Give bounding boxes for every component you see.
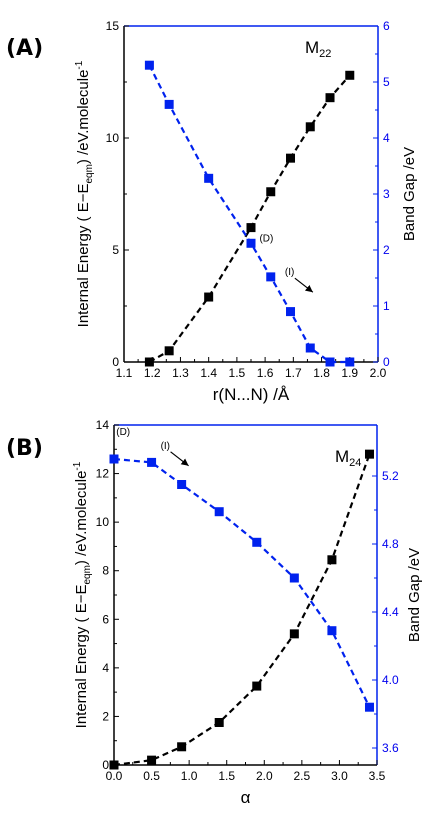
data-point-energy	[214, 718, 224, 727]
y-left-axis-label: Internal Energy ( E−Eeqm) /eV.molecule-1	[74, 60, 95, 327]
x-tick-label: 1.1	[116, 366, 133, 380]
data-point-energy	[246, 223, 256, 233]
x-tick-label: 1.5	[229, 366, 246, 380]
y-right-tick-label: 5.2	[382, 469, 399, 483]
chart-panel-a: (A)1.1 1.2 1.3 1.4 1.5 1.6 1.7 1.8 1.9 2.00510150…	[6, 19, 418, 404]
y-right-tick-label: 6	[383, 19, 390, 33]
data-point-energy	[286, 153, 296, 163]
y-right-tick-label: 0	[383, 355, 390, 369]
y-right-tick-label: 3.6	[382, 741, 399, 755]
x-tick-label: 0.0	[106, 769, 123, 783]
x-tick-label: 1.8	[313, 366, 330, 380]
y-right-tick-label: 2	[383, 243, 390, 257]
panel-label: (B)	[6, 436, 43, 461]
series-line-energy	[148, 74, 351, 363]
data-point-energy	[305, 122, 315, 132]
y-left-axis-label: Internal Energy ( E−Eeqm) /eV.molecule-1	[72, 461, 93, 728]
annotation: (I)	[161, 441, 170, 452]
data-point-energy	[177, 742, 187, 752]
data-point-band-gap	[345, 357, 355, 367]
annotation: (I)	[285, 267, 294, 278]
x-tick-label: 2.5	[294, 769, 311, 783]
data-point-band-gap	[325, 357, 335, 367]
y-left-tick-label: 5	[112, 243, 119, 257]
series-line-band-gap	[113, 457, 371, 708]
y-right-axis-label: Band Gap /eV	[406, 548, 422, 642]
y-right-axis-label: Band Gap /eV	[401, 147, 418, 241]
y-right-tick-label: 4.0	[382, 673, 399, 687]
data-point-energy	[364, 449, 374, 459]
y-left-tick-label: 0	[112, 355, 119, 369]
x-tick-label: 1.3	[172, 366, 189, 380]
x-tick-label: 2.0	[370, 366, 387, 380]
data-point-energy	[109, 760, 119, 770]
data-point-band-gap	[177, 480, 187, 489]
series-line-energy	[113, 453, 371, 767]
data-point-energy	[325, 93, 335, 103]
data-point-band-gap	[214, 507, 224, 517]
y-left-tick-label: 10	[96, 515, 110, 529]
data-point-energy	[252, 681, 262, 691]
y-left-tick-label: 14	[96, 418, 110, 432]
y-left-tick-label: 2	[102, 709, 109, 723]
data-point-energy	[266, 187, 276, 197]
data-point-energy	[327, 555, 337, 565]
data-point-energy	[345, 70, 355, 80]
data-point-energy	[144, 357, 154, 367]
x-tick-label: 1.7	[285, 366, 302, 380]
model-label: M22	[305, 38, 331, 60]
x-axis-label: α	[241, 788, 251, 807]
model-label: M24	[335, 447, 361, 469]
y-right-tick-label: 3	[383, 187, 390, 201]
data-point-band-gap	[289, 573, 299, 583]
data-point-energy	[164, 346, 174, 356]
annotation: (D)	[116, 427, 130, 438]
x-tick-label: 0.5	[143, 769, 160, 783]
data-point-band-gap	[144, 60, 154, 70]
data-point-band-gap	[305, 343, 315, 353]
data-point-band-gap	[252, 537, 262, 547]
data-point-band-gap	[364, 702, 374, 712]
x-tick-label: 1.0	[181, 769, 198, 783]
y-left-tick-label: 8	[102, 564, 109, 578]
y-left-tick-label: 12	[96, 467, 110, 481]
x-tick-label: 1.4	[200, 366, 217, 380]
data-point-band-gap	[147, 457, 157, 467]
data-point-band-gap	[286, 307, 296, 317]
y-left-tick-label: 0	[102, 758, 109, 772]
data-point-energy	[289, 629, 299, 639]
data-point-energy	[204, 292, 214, 302]
annotation: (D)	[259, 234, 273, 245]
y-left-tick-label: 15	[106, 19, 120, 33]
x-tick-label: 3.0	[331, 769, 348, 783]
data-point-band-gap	[109, 454, 119, 464]
annotation-arrow	[170, 451, 189, 467]
x-tick-label: 1.6	[257, 366, 274, 380]
x-tick-label: 3.5	[369, 769, 386, 783]
x-axis-label: r(N...N) /Å	[213, 385, 290, 404]
x-tick-label: 1.2	[144, 366, 161, 380]
chart-panel-b: (B) 0.0 0.5 1.0 1.5 2.0 2.5 3.0 3.5 0 2 4 6 8 10 12 14 3.…	[6, 418, 422, 807]
series-line-band-gap	[148, 64, 350, 364]
data-point-band-gap	[204, 173, 214, 183]
x-tick-label: 2.0	[256, 769, 273, 783]
y-left-tick-label: 4	[102, 661, 109, 675]
y-right-tick-label: 5	[383, 75, 390, 89]
annotation-arrow	[294, 277, 314, 293]
y-right-tick-label: 4	[383, 131, 390, 145]
y-right-tick-label: 4.4	[382, 605, 399, 619]
data-point-band-gap	[327, 626, 337, 636]
y-right-tick-label: 1	[383, 299, 390, 313]
data-point-band-gap	[246, 238, 256, 248]
data-point-band-gap	[164, 99, 174, 109]
x-tick-label: 1.5	[218, 769, 235, 783]
data-point-energy	[147, 755, 157, 765]
y-left-tick-label: 10	[106, 131, 120, 145]
x-tick-label: 1.9	[341, 366, 358, 380]
data-point-band-gap	[266, 272, 276, 282]
y-left-tick-label: 6	[102, 612, 109, 626]
y-right-tick-label: 4.8	[382, 537, 399, 551]
panel-label: (A)	[6, 36, 43, 61]
